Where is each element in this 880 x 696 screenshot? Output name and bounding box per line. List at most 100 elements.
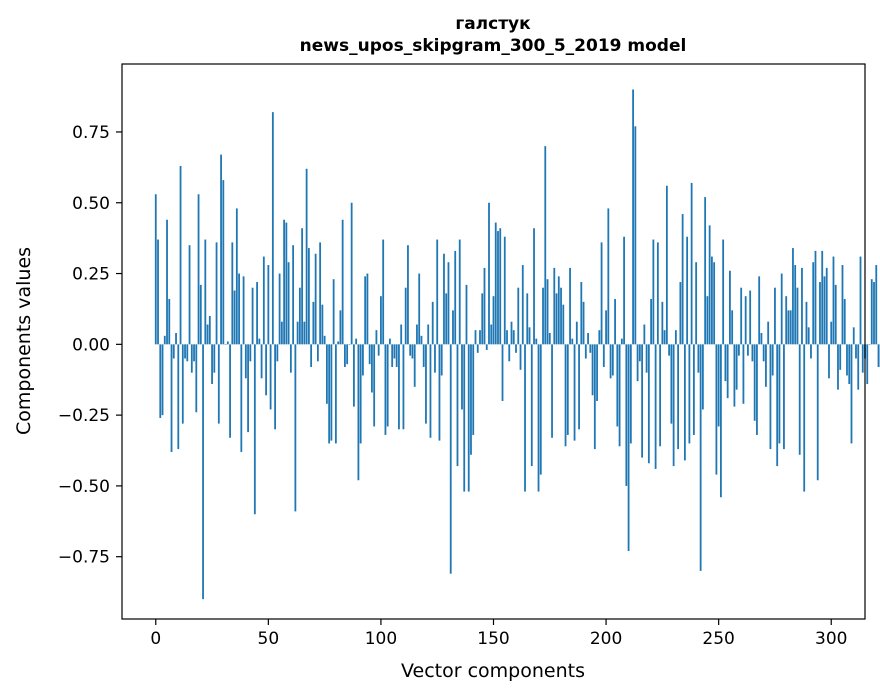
bar — [449, 344, 452, 574]
bar — [195, 344, 198, 413]
bar — [584, 344, 587, 359]
bar — [411, 344, 414, 359]
bar — [328, 344, 331, 444]
bar — [440, 344, 443, 376]
bar — [681, 214, 684, 345]
bar — [373, 344, 376, 427]
bar — [591, 344, 594, 396]
bar — [175, 333, 177, 345]
bar — [454, 250, 457, 345]
bar — [623, 236, 625, 345]
bar — [494, 222, 497, 345]
bar — [310, 344, 313, 367]
bar — [729, 270, 731, 345]
bar — [587, 333, 589, 345]
bar — [217, 344, 220, 424]
bar — [868, 344, 871, 345]
bar — [510, 321, 513, 345]
y-tick-label: −0.75 — [58, 548, 110, 568]
bar — [404, 287, 407, 345]
bar — [530, 344, 533, 467]
bar — [492, 296, 495, 345]
bar — [260, 344, 263, 379]
bar — [672, 344, 675, 467]
bar — [733, 344, 736, 407]
bar — [715, 344, 718, 475]
bar — [701, 344, 704, 410]
bar — [789, 310, 792, 345]
bar — [661, 301, 664, 345]
bar — [855, 344, 857, 359]
bar — [794, 265, 797, 345]
bar — [805, 301, 808, 345]
bar — [452, 310, 454, 345]
bar — [843, 299, 846, 345]
bar — [569, 267, 571, 345]
bar — [636, 344, 639, 382]
bar — [659, 344, 662, 447]
bar — [364, 276, 367, 345]
bar — [677, 344, 680, 450]
bar — [262, 256, 265, 345]
bar — [740, 287, 743, 345]
bar — [769, 344, 772, 450]
bar — [602, 344, 605, 367]
bar — [535, 338, 538, 345]
bar — [825, 267, 828, 345]
bar — [614, 299, 616, 345]
bar — [154, 194, 157, 345]
bar — [674, 330, 677, 345]
bar — [812, 262, 815, 345]
bar — [166, 219, 168, 345]
bar — [738, 344, 740, 356]
bar — [296, 321, 299, 345]
bar — [256, 282, 258, 345]
bar — [184, 344, 186, 359]
bar — [580, 282, 583, 345]
bar — [726, 344, 729, 399]
bar — [575, 321, 578, 345]
bar — [429, 344, 432, 438]
bar — [179, 165, 182, 345]
bar — [524, 344, 526, 492]
bar — [632, 89, 634, 345]
bar — [695, 262, 698, 345]
bar — [377, 344, 380, 356]
bar — [391, 344, 394, 367]
bar — [611, 344, 614, 376]
bar — [596, 344, 598, 401]
bar — [517, 287, 520, 345]
bar — [400, 324, 403, 345]
bar — [515, 344, 517, 353]
bar — [801, 267, 803, 345]
bar — [467, 344, 470, 492]
bar — [337, 341, 340, 345]
bar — [312, 301, 315, 345]
bar — [479, 330, 481, 345]
bar — [814, 250, 817, 345]
bar — [690, 182, 693, 345]
bar — [593, 344, 596, 450]
bar — [413, 344, 416, 387]
bar — [197, 194, 200, 345]
bar — [762, 344, 765, 362]
bar — [749, 290, 752, 345]
bar — [244, 344, 247, 379]
bar — [242, 276, 245, 345]
bar — [265, 344, 267, 396]
bar — [713, 262, 716, 345]
bar — [368, 344, 371, 365]
x-axis-ticks: 0 50 100 150 200 250 300 — [150, 619, 847, 649]
bar — [233, 290, 236, 345]
bar — [267, 265, 270, 345]
bar — [249, 344, 252, 362]
bar — [463, 344, 466, 492]
bar — [292, 245, 295, 345]
bar — [235, 208, 238, 345]
bar — [708, 225, 711, 345]
y-tick-label: 0.25 — [72, 265, 110, 285]
bar — [760, 333, 763, 345]
bar — [807, 327, 810, 345]
bar — [832, 256, 835, 345]
